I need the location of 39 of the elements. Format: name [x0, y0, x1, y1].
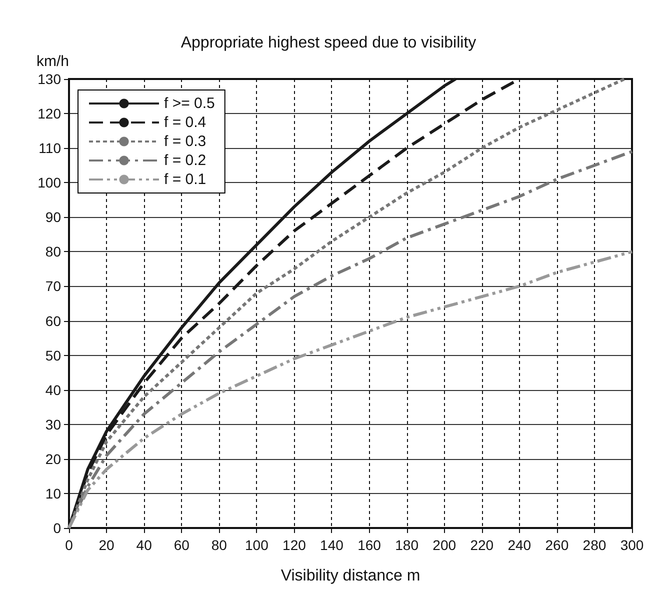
y-axis-title: km/h: [36, 53, 69, 70]
x-axis-title: Visibility distance m: [280, 568, 420, 584]
y-tick-label: 70: [45, 278, 62, 294]
x-tick-label: 160: [358, 537, 382, 553]
x-tick-label: 180: [395, 537, 419, 553]
y-tick-label: 60: [45, 312, 62, 329]
legend-label: f = 0.4: [164, 114, 206, 131]
x-tick-label: 40: [136, 537, 152, 553]
line-series: [68, 250, 634, 530]
y-tick-label: 30: [45, 416, 62, 432]
x-tick-label: 60: [174, 537, 190, 553]
y-tick-label: 100: [38, 174, 62, 191]
y-tick-label: 20: [45, 450, 62, 467]
x-tick-label: 280: [582, 537, 606, 553]
y-tick-label: 120: [38, 106, 62, 122]
legend-label: f = 0.3: [164, 133, 206, 150]
y-tick-label: 50: [45, 347, 62, 364]
x-tick-label: 260: [545, 537, 569, 553]
legend-label: f = 0.1: [164, 171, 206, 188]
chart-title: Appropriate highest speed due to visibility: [180, 34, 476, 52]
x-tick-label: 220: [470, 537, 494, 553]
y-tick-label: 90: [45, 209, 62, 226]
y-tick-label: 40: [45, 382, 62, 398]
y-tick-label: 0: [53, 520, 62, 536]
x-tick-label: 80: [211, 537, 228, 553]
x-tick-label: 100: [244, 537, 269, 553]
legend-label: f = 0.2: [164, 152, 206, 169]
y-tick-label: 110: [38, 140, 62, 156]
x-tick-label: 120: [282, 537, 306, 553]
x-tick-label: 200: [432, 537, 456, 553]
legend-label: f >= 0.5: [164, 95, 215, 112]
x-tick-label: 0: [65, 537, 74, 553]
y-tick-label: 80: [45, 244, 62, 260]
x-tick-label: 20: [98, 537, 115, 553]
y-tick-label: 130: [38, 71, 62, 87]
y-tick-label: 10: [45, 485, 62, 502]
x-tick-label: 300: [620, 537, 644, 553]
x-tick-label: 140: [320, 537, 344, 553]
x-tick-label: 240: [508, 537, 532, 553]
